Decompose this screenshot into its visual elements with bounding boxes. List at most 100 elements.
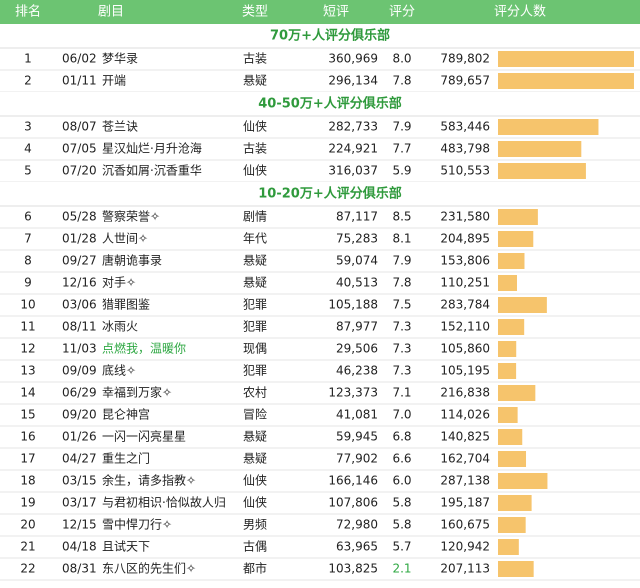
cell: 13 [20,364,35,378]
cell: 75,283 [336,232,378,246]
cell: 17 [20,452,35,466]
rater-count: 120,942 [440,540,490,554]
cell: 11 [20,320,35,334]
cell: 悬疑 [243,73,267,88]
cell: 8.0 [392,52,411,66]
cell: 03/15 [62,474,97,488]
cell: 7.3 [392,342,411,356]
cell: 21 [20,540,35,554]
rater-bar [498,495,532,511]
rater-count: 207,113 [440,562,490,576]
header-bar [0,0,640,24]
cell: 7.3 [392,320,411,334]
cell: 59,074 [336,254,378,268]
cell: 15 [20,408,35,422]
cell: 雪中悍刀行✧ [102,517,172,532]
cell: 8.1 [392,232,411,246]
rater-bar [498,429,523,445]
rater-count: 216,838 [440,386,490,400]
rater-bar [498,385,536,401]
cell: 5.8 [392,518,411,532]
cell: 06/29 [62,386,97,400]
cell: 360,969 [328,52,378,66]
cell: 04/27 [62,452,97,466]
cell: 01/26 [62,430,97,444]
cell: 105,188 [328,298,378,312]
rater-count: 105,860 [440,342,490,356]
header-cell: 评分 [389,5,415,20]
rater-bar [498,561,534,577]
cell: 16 [20,430,35,444]
cell: 46,238 [336,364,378,378]
cell: 04/18 [62,540,97,554]
cell: 316,037 [328,164,378,178]
cell: 19 [20,496,35,510]
rater-count: 105,195 [440,364,490,378]
cell: 苍兰诀 [102,120,138,134]
cell: 123,373 [328,386,378,400]
rater-bar [498,473,548,489]
rater-bar [498,341,517,357]
cell: 18 [20,474,35,488]
rater-bar [498,319,525,335]
cell: 224,921 [328,142,378,156]
header-cell: 排名 [15,4,41,20]
cell: 20 [20,518,35,532]
cell: 10 [20,298,35,312]
cell: 开端 [102,74,126,88]
cell: 296,134 [328,74,378,88]
cell: 40,513 [336,276,378,290]
cell: 7.9 [392,120,411,134]
cell: 对手✧ [102,276,136,290]
rater-bar [498,73,634,89]
cell: 08/31 [62,562,97,576]
header-cell: 短评 [323,5,349,20]
rater-count: 789,802 [440,52,490,66]
cell: 09/09 [62,364,97,378]
cell: 剧情 [243,210,267,224]
cell: 12 [20,342,35,356]
cell: 7.7 [392,142,411,156]
rater-bar [498,163,586,179]
cell: 古偶 [243,539,267,554]
rater-bar [498,231,534,247]
cell: 12/16 [62,276,97,290]
cell: 22 [20,562,35,576]
cell: 犯罪 [243,364,267,378]
rater-count: 162,704 [440,452,490,466]
cell: 都市 [243,561,267,576]
cell: 古装 [243,141,267,156]
rater-count: 287,138 [440,474,490,488]
rater-count: 153,806 [440,254,490,268]
rater-count: 152,110 [440,320,490,334]
header-cell: 评分人数 [494,5,546,20]
cell: 5.8 [392,496,411,510]
cell: 6.0 [392,474,411,488]
cell: 梦华录 [102,52,138,66]
cell: 幸福到万家✧ [102,385,172,400]
cell: 年代 [243,232,267,246]
rater-count: 583,446 [440,120,490,134]
cell: 犯罪 [243,320,267,334]
cell: 猎罪图鉴 [102,298,150,312]
cell: 05/28 [62,210,97,224]
rater-bar [498,363,517,379]
cell: 59,945 [336,430,378,444]
cell: 11/03 [62,342,97,356]
cell: 6.8 [392,430,411,444]
cell: 2.1 [392,562,411,576]
cell: 03/06 [62,298,97,312]
cell: 07/20 [62,164,97,178]
cell: 仙侠 [243,496,267,510]
cell: 7.9 [392,254,411,268]
cell: 08/07 [62,120,97,134]
rater-bar [498,275,517,291]
cell: 77,902 [336,452,378,466]
cell: 星汉灿烂·月升沧海 [102,141,202,156]
cell: 冒险 [243,407,267,422]
cell: 东八区的先生们✧ [102,561,196,576]
cell: 昆仑神宫 [102,407,150,422]
cell: 09/20 [62,408,97,422]
cell: 107,806 [328,496,378,510]
cell: 01/28 [62,232,97,246]
